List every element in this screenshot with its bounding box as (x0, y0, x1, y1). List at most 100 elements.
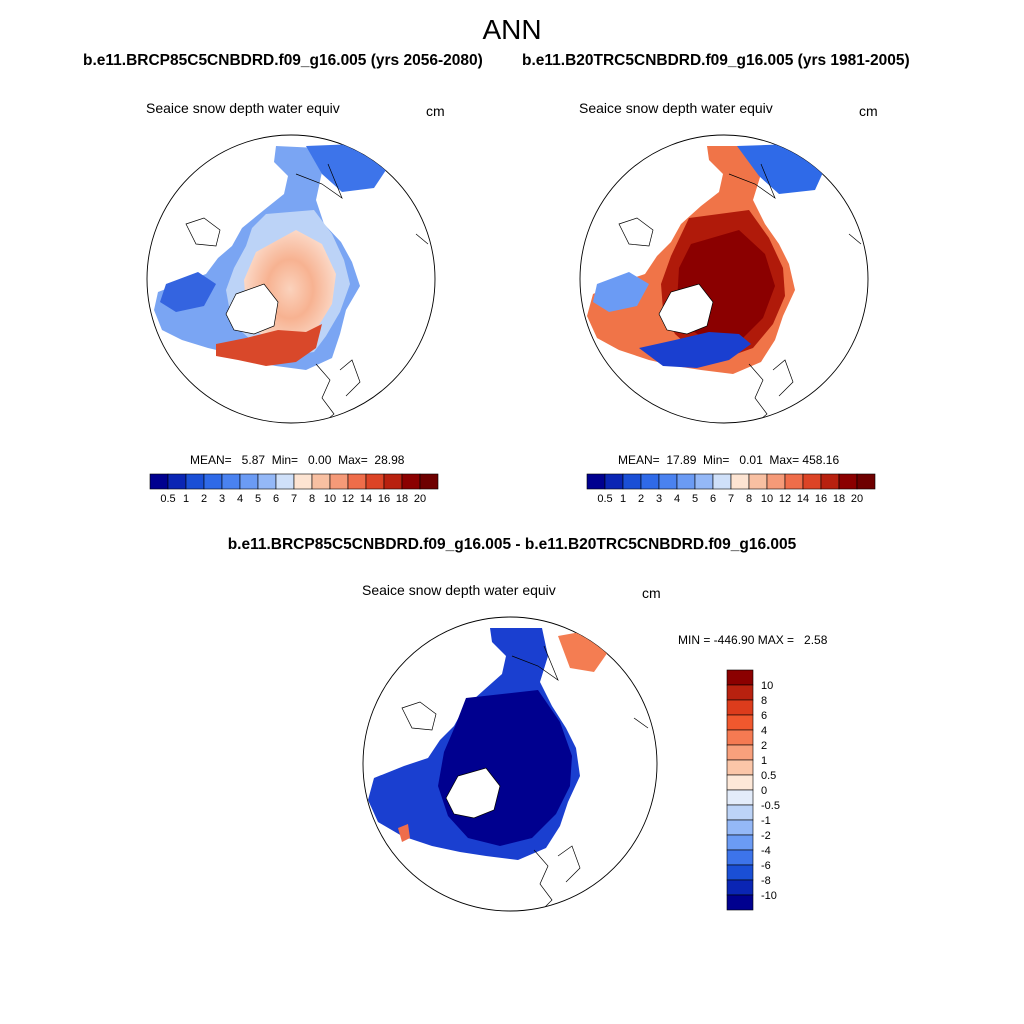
panel1-colorbar-tick: 6 (273, 493, 279, 505)
panel2-units: cm (859, 103, 878, 119)
panel3-colorbar-box (726, 759, 754, 776)
panel2-map (579, 134, 869, 424)
panel1-colorbar-box (347, 473, 367, 490)
panel3-colorbar-box (726, 729, 754, 746)
panel3-colorbar-tick: 10 (761, 680, 773, 692)
panel1-colorbar-tick: 10 (324, 493, 336, 505)
panel2-colorbar-box (766, 473, 786, 490)
panel3-colorbar-box (726, 699, 754, 716)
panel1-colorbar-tick: 14 (360, 493, 372, 505)
panel3-colorbar-tick: -8 (761, 875, 771, 887)
panel3-colorbar-tick: 0.5 (761, 770, 776, 782)
panel1-colorbar-tick: 5 (255, 493, 261, 505)
panel3-colorbar: 10 8 6 4 2 1 0.5 0 -0.5 -1 -2 -4 -6 -8 -10 (726, 669, 780, 911)
panel1-colorbar-box (311, 473, 331, 490)
panel2-colorbar-tick: 4 (674, 493, 680, 505)
panel3-colorbar-tick: 4 (761, 725, 767, 737)
panel2-colorbar-tick: 8 (746, 493, 752, 505)
panel3-positive-spot (398, 824, 410, 842)
panel2-greenland-edge (639, 332, 751, 368)
panel3-colorbar-box (726, 849, 754, 866)
panel2-colorbar-tick: 2 (638, 493, 644, 505)
panel1-colorbar-box (149, 473, 169, 490)
panel1-coast-d (295, 163, 343, 199)
panel2-colorbar-box (658, 473, 678, 490)
panel2-greenland-land (658, 283, 714, 335)
panel1-map (146, 134, 436, 424)
panel1-colorbar-box (329, 473, 349, 490)
panel3-colorbar-tick: 1 (761, 755, 767, 767)
panel1-colorbar-box (221, 473, 241, 490)
diff-title: b.e11.BRCP85C5CNBDRD.f09_g16.005 - b.e11… (227, 536, 797, 553)
panel1-colorbar: 0.5 1 2 3 4 5 6 7 8 10 12 14 16 18 20 (149, 473, 439, 505)
panel1-colorbar-box (275, 473, 295, 490)
panel2-colorbar-box (730, 473, 750, 490)
panel1-colorbar-tick: 7 (291, 493, 297, 505)
panel3-coast-a (401, 701, 437, 731)
panel2-coast-c (772, 359, 794, 397)
panel2-coast-b (748, 363, 768, 423)
panel3-colorbar-box (726, 774, 754, 791)
panel1-colorbar-box (239, 473, 259, 490)
panel3-colorbar-tick: -6 (761, 860, 771, 872)
panel2-colorbar-box (784, 473, 804, 490)
panel3-colorbar-tick: -1 (761, 815, 771, 827)
panel3-colorbar-box (726, 789, 754, 806)
panel1-colorbar-tick: 8 (309, 493, 315, 505)
panel1-coast-b (315, 363, 335, 423)
panel2-colorbar-tick: 6 (710, 493, 716, 505)
case-title-right: b.e11.B20TRC5CNBDRD.f09_g16.005 (yrs 198… (522, 52, 910, 69)
panel2-coast-d (728, 163, 776, 199)
panel1-colorbar-box (185, 473, 205, 490)
panel3-stats: MIN = -446.90 MAX = 2.58 (678, 633, 828, 647)
panel1-colorbar-box (167, 473, 187, 490)
panel2-coast-a (618, 217, 654, 247)
panel3-colorbar-box (726, 744, 754, 761)
panel1-colorbar-box (293, 473, 313, 490)
panel1-variable-label: Seaice snow depth water equiv (146, 100, 340, 116)
panel3-map (362, 616, 658, 912)
panel1-colorbar-tick: 4 (237, 493, 243, 505)
panel2-coast-e (848, 233, 862, 245)
panel2-colorbar-box (694, 473, 714, 490)
panel2-colorbar-tick: 18 (833, 493, 845, 505)
panel2-colorbar-box (586, 473, 606, 490)
panel1-coast-e (415, 233, 429, 245)
panel3-colorbar-box (726, 714, 754, 731)
panel2-colorbar-box (676, 473, 696, 490)
panel2-colorbar-tick: 10 (761, 493, 773, 505)
panel1-colorbar-box (365, 473, 385, 490)
panel1-coast-a (185, 217, 221, 247)
panel3-colorbar-box (726, 864, 754, 881)
panel2-colorbar-box (712, 473, 732, 490)
panel2-variable-label: Seaice snow depth water equiv (579, 100, 773, 116)
panel1-greenland-edge (216, 324, 322, 366)
panel3-coast-c (557, 845, 581, 883)
panel1-colorbar-tick: 12 (342, 493, 354, 505)
panel2-colorbar-tick: 7 (728, 493, 734, 505)
panel3-colorbar-tick: 2 (761, 740, 767, 752)
panel2-colorbar-box (802, 473, 822, 490)
panel3-colorbar-box (726, 894, 754, 911)
panel3-colorbar-tick: 8 (761, 695, 767, 707)
season-title: ANN (482, 14, 542, 45)
case-title-left: b.e11.BRCP85C5CNBDRD.f09_g16.005 (yrs 20… (83, 52, 483, 69)
panel2-colorbar: 0.5 1 2 3 4 5 6 7 8 10 12 14 16 18 20 (586, 473, 876, 505)
panel1-stats: MEAN= 5.87 Min= 0.00 Max= 28.98 (190, 453, 405, 467)
panel1-units: cm (426, 103, 445, 119)
panel2-colorbar-box (820, 473, 840, 490)
panel3-colorbar-box (726, 834, 754, 851)
panel2-colorbar-tick: 0.5 (597, 493, 612, 505)
panel3-colorbar-tick: 6 (761, 710, 767, 722)
panel2-colorbar-tick: 16 (815, 493, 827, 505)
panel2-colorbar-tick: 3 (656, 493, 662, 505)
panel3-colorbar-tick: -10 (761, 890, 777, 902)
panel2-baffin (593, 272, 649, 312)
panel3-colorbar-box (726, 804, 754, 821)
panel3-colorbar-tick: -2 (761, 830, 771, 842)
panel1-greenland-land (225, 283, 279, 335)
panel3-greenland-land (445, 767, 501, 819)
panel3-units: cm (642, 585, 661, 601)
panel3-colorbar-box (726, 669, 754, 686)
panel2-colorbar-tick: 20 (851, 493, 863, 505)
